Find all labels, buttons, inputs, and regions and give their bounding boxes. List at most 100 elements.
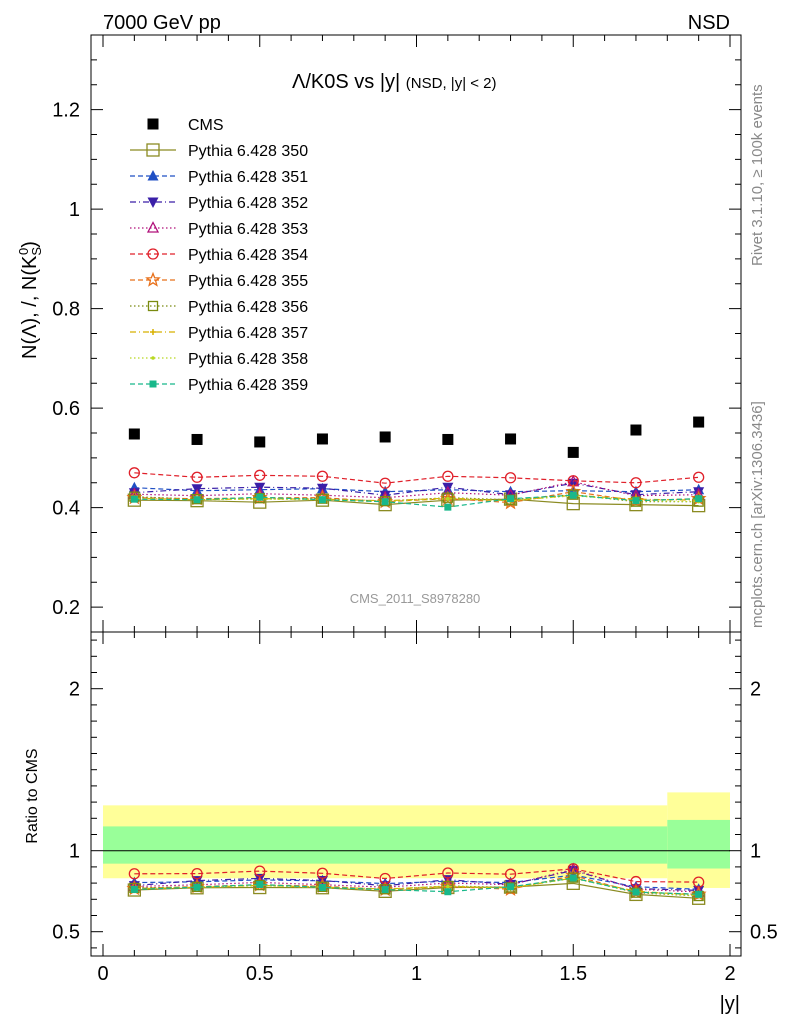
data-point	[379, 496, 391, 507]
ratio-pythia-6-428-359	[130, 874, 703, 898]
legend-marker	[147, 197, 159, 208]
ratio-point	[381, 886, 389, 894]
series-line	[134, 481, 699, 499]
ratio-point	[446, 884, 450, 889]
data-point	[630, 424, 642, 436]
legend-marker	[151, 356, 155, 360]
data-point	[632, 497, 640, 505]
y-axis-label: N(Λ), /, N(KS0)	[16, 241, 44, 359]
series-line	[134, 491, 699, 504]
series-line	[134, 487, 699, 493]
data-point	[507, 495, 515, 503]
data-point	[442, 470, 454, 482]
ratio-y-tick-label: 1	[69, 841, 80, 863]
y-tick-label: 1	[69, 199, 80, 221]
ratio-point	[130, 885, 138, 893]
series-line	[134, 472, 699, 484]
svg-text:Λ/K0S vs |y| (NSD, |y| <: Λ/K0S vs |y| (NSD, |y| < 2)	[292, 71, 497, 93]
legend-entry: Pythia 6.428 356	[130, 299, 308, 316]
data-point	[316, 470, 329, 482]
ratio-line	[134, 877, 699, 895]
series-line	[134, 498, 699, 507]
data-point	[193, 496, 201, 504]
data-point	[256, 493, 264, 501]
series-line	[134, 494, 699, 508]
ratio-series-layer	[126, 862, 707, 905]
data-point	[128, 467, 141, 479]
ratio-line	[134, 882, 699, 899]
data-point	[442, 433, 454, 445]
ratio-point	[254, 865, 266, 877]
ratio-point	[193, 883, 201, 891]
uncertainty-band-inner	[103, 826, 668, 864]
plot-title-main: Λ/K0S vs |y|	[292, 71, 400, 93]
plot-title: Λ/K0S vs |y| (NSD, |y| < 2)	[292, 71, 497, 93]
data-point	[130, 495, 138, 503]
ratio-point	[568, 872, 579, 883]
ratio-point	[504, 868, 517, 880]
data-point	[191, 471, 203, 483]
x-tick-label: 1.5	[559, 963, 587, 985]
data-point	[505, 433, 517, 445]
legend-label: Pythia 6.428 350	[188, 143, 308, 160]
legend-entry: Pythia 6.428 355	[130, 271, 308, 290]
legend-marker	[146, 143, 160, 157]
data-point	[379, 431, 391, 443]
data-point	[446, 496, 450, 501]
data-point	[379, 477, 391, 489]
data-point	[504, 472, 517, 484]
ratio-point	[318, 883, 326, 891]
legend-label: Pythia 6.428 351	[188, 169, 308, 186]
legend-marker	[150, 329, 156, 335]
data-point	[254, 469, 266, 481]
mcplots-label: mcplots.cern.ch [arXiv:1306.3436]	[749, 401, 766, 628]
data-point	[568, 489, 579, 500]
main-panel	[91, 35, 741, 632]
ratio-point	[632, 888, 640, 896]
legend-label: Pythia 6.428 354	[188, 247, 308, 264]
ratio-point	[507, 883, 515, 891]
ratio-point	[569, 874, 577, 882]
main-series-layer	[126, 416, 707, 513]
y-tick-label: 0.2	[52, 597, 80, 619]
legend-marker	[149, 380, 157, 388]
ratio-point	[256, 881, 264, 889]
data-point	[128, 488, 140, 499]
legend-marker	[147, 248, 159, 260]
plot-title-sub: (NSD, |y| < 2)	[406, 75, 497, 92]
process-label: NSD	[688, 12, 730, 34]
data-point	[693, 416, 705, 428]
energy-label: 7000 GeV pp	[103, 12, 221, 34]
legend-label: Pythia 6.428 358	[188, 351, 308, 368]
uncertainty-band-inner	[667, 819, 730, 869]
watermark: CMS_2011_S8978280	[350, 591, 481, 606]
legend-entry: Pythia 6.428 351	[130, 169, 308, 186]
legend-entry: CMS	[147, 117, 224, 134]
data-point	[316, 433, 328, 445]
ratio-line	[134, 869, 699, 891]
ratio-panel	[91, 632, 741, 956]
legend-marker	[147, 300, 159, 312]
ratio-plot-area	[91, 632, 741, 956]
legend-entry: Pythia 6.428 357	[130, 325, 308, 342]
x-tick-label: 0.5	[246, 963, 274, 985]
main-frame: 0.2 0.4 0.6 0.8 1 1.2	[52, 34, 742, 633]
data-point	[444, 503, 452, 511]
legend-marker	[147, 170, 159, 181]
ratio-point	[695, 890, 703, 898]
x-axis-label: |y|	[720, 993, 740, 1015]
legend-label: Pythia 6.428 356	[188, 299, 308, 316]
legend-marker	[147, 118, 159, 130]
data-point	[381, 498, 389, 506]
ratio-point	[379, 884, 391, 895]
data-point	[630, 477, 642, 489]
ratio-point	[442, 867, 454, 879]
rivet-label: Rivet 3.1.10, ≥ 100k events	[749, 84, 766, 266]
ratio-y-tick-label-right: 2	[750, 679, 761, 701]
ratio-point	[444, 888, 452, 896]
ratio-y-axis-label: Ratio to CMS	[24, 748, 41, 843]
data-point	[254, 436, 266, 448]
x-tick-label: 1	[411, 963, 422, 985]
legend-label: Pythia 6.428 357	[188, 325, 308, 342]
